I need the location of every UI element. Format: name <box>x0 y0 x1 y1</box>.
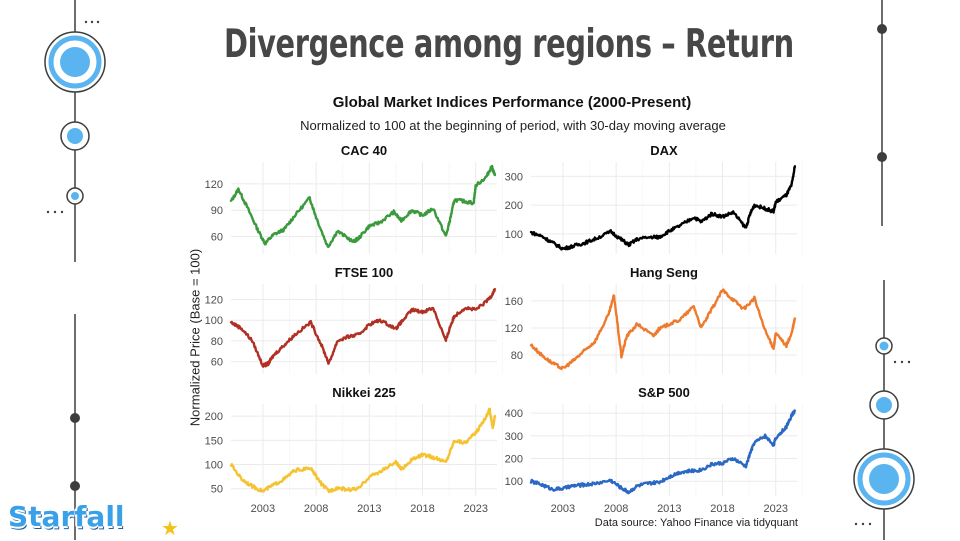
y-tick-label: 80 <box>511 350 523 362</box>
x-tick-label: 2003 <box>251 503 275 515</box>
panel-ftse-100: 60 80 100 120 FTSE 100 <box>205 265 503 374</box>
decor-dot-icon <box>70 413 80 423</box>
decor-dot-icon <box>879 341 889 351</box>
series-line <box>229 164 497 248</box>
panel-cac-40: 60 90 120 CAC 40 <box>205 143 503 254</box>
x-tick-label: 2018 <box>410 503 434 515</box>
y-tick-label: 150 <box>205 435 223 447</box>
y-tick-label: 100 <box>505 476 523 488</box>
panel-dax: 100 200 300 DAX <box>505 143 803 254</box>
y-tick-label: 300 <box>505 171 523 183</box>
y-tick-label: 300 <box>505 431 523 443</box>
chart-subtitle: Normalized to 100 at the beginning of pe… <box>300 118 726 133</box>
panel-nikkei-225: 50 100 150 200 Nikkei 225 2003 2008 2013 2018 202… <box>205 385 503 515</box>
panel-title: DAX <box>650 143 678 158</box>
panel-title: Nikkei 225 <box>332 385 396 400</box>
y-tick-label: 120 <box>205 179 223 191</box>
y-tick-label: 50 <box>211 484 223 496</box>
panel-background <box>531 162 797 254</box>
x-tick-label: 2023 <box>763 503 787 515</box>
series-line <box>229 407 497 494</box>
decor-dot-icon <box>70 481 80 491</box>
decor-dot-icon <box>71 192 79 200</box>
panel-title: Hang Seng <box>630 265 698 280</box>
decor-dot-icon <box>877 24 887 34</box>
y-tick-label: 200 <box>505 454 523 466</box>
panel-background <box>231 404 497 496</box>
y-tick-label: 90 <box>211 205 223 217</box>
y-tick-label: 100 <box>505 229 523 241</box>
decor-ellipsis-icon <box>46 20 100 214</box>
panel-background <box>231 162 497 254</box>
slide-title: Divergence among regions – Return <box>224 22 794 67</box>
decor-dot-icon <box>877 152 887 162</box>
panel-title: S&P 500 <box>638 385 690 400</box>
data-source-note: Data source: Yahoo Finance via tidyquant <box>594 517 798 529</box>
x-tick-label: 2008 <box>304 503 328 515</box>
panel-s-p-500: 100 200 300 400 S&P 500 2003 2008 2013 2018 2023 <box>505 385 803 515</box>
star-icon: ★ <box>161 518 179 540</box>
x-tick-label: 2018 <box>710 503 734 515</box>
y-tick-label: 400 <box>505 408 523 420</box>
decor-dot-icon <box>67 128 83 144</box>
y-tick-label: 60 <box>211 357 223 369</box>
y-tick-label: 120 <box>505 323 523 335</box>
decor-ellipsis-icon <box>854 360 911 526</box>
panel-hang-seng: 80 120 160 Hang Seng <box>505 265 803 374</box>
x-tick-label: 2003 <box>551 503 575 515</box>
decor-dot-icon <box>60 47 90 77</box>
decor-dot-icon <box>869 464 899 494</box>
y-tick-label: 80 <box>211 336 223 348</box>
y-tick-label: 200 <box>205 411 223 423</box>
series-line <box>529 409 797 495</box>
starfall-logo: Starfall <box>8 500 125 533</box>
panel-title: FTSE 100 <box>335 265 394 280</box>
chart-title: Global Market Indices Performance (2000-… <box>332 94 692 111</box>
y-tick-label: 100 <box>205 315 223 327</box>
y-tick-label: 160 <box>505 296 523 308</box>
y-tick-label: 100 <box>205 460 223 472</box>
series-line <box>229 288 497 368</box>
y-tick-label: 200 <box>505 200 523 212</box>
x-tick-label: 2013 <box>657 503 681 515</box>
y-tick-label: 60 <box>211 231 223 243</box>
panel-title: CAC 40 <box>341 143 387 158</box>
y-tick-label: 120 <box>205 295 223 307</box>
x-tick-label: 2023 <box>463 503 487 515</box>
series-line <box>529 288 797 371</box>
decor-dot-icon <box>876 397 892 413</box>
x-tick-label: 2013 <box>357 503 381 515</box>
series-line <box>529 165 797 251</box>
x-tick-label: 2008 <box>604 503 628 515</box>
